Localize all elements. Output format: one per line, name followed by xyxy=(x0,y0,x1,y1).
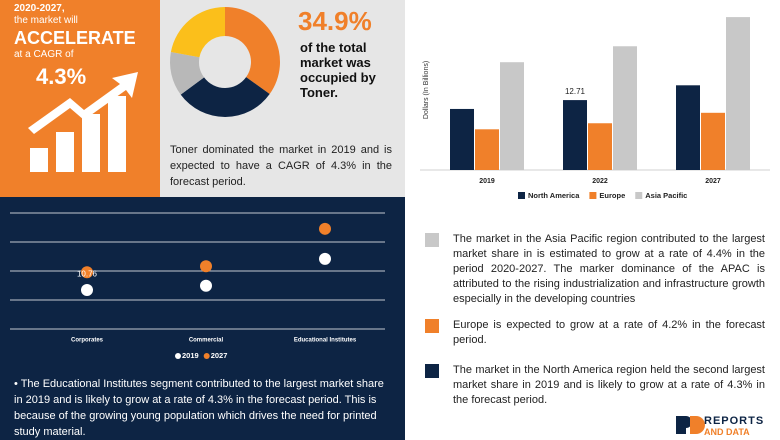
x-tick-label: 2019 xyxy=(479,178,495,185)
bar xyxy=(613,46,637,170)
cagr-panel xyxy=(0,0,160,197)
region-swatch xyxy=(425,233,439,247)
bar xyxy=(450,108,474,170)
toner-text: Toner dominated the market in 2019 and i… xyxy=(170,144,392,188)
toner-caption: of the total market was occupied by Tone… xyxy=(300,40,376,100)
legend-swatch xyxy=(589,192,597,199)
donut-slice xyxy=(225,7,280,95)
x-tick-label: 2027 xyxy=(705,178,721,185)
data-label: 10.76 xyxy=(77,269,98,278)
region-swatch xyxy=(425,364,439,378)
dot xyxy=(319,252,331,265)
cagr-line: the market will xyxy=(14,15,78,26)
donut-slice xyxy=(170,52,205,95)
legend-label: 2019 xyxy=(182,351,199,360)
dot xyxy=(200,279,212,292)
logo-brand: REPORTS xyxy=(704,415,765,427)
bar xyxy=(500,62,524,171)
growth-icon xyxy=(28,72,138,172)
donut-slice xyxy=(180,77,270,117)
cagr-headline: ACCELERATE xyxy=(14,28,136,48)
legend-swatch xyxy=(635,192,643,199)
region-note: The market in the North America region h… xyxy=(453,364,765,406)
bar xyxy=(676,85,700,170)
cagr-line: at a CAGR of xyxy=(14,49,74,60)
donut-slice xyxy=(170,7,225,58)
toner-share: 34.9% xyxy=(298,6,372,36)
x-tick-label: Commercial xyxy=(189,338,224,344)
dot xyxy=(319,222,331,235)
bar xyxy=(588,123,612,170)
cagr-rate: 4.3% xyxy=(36,64,87,89)
legend-label: Europe xyxy=(599,191,625,200)
region-note: Europe is expected to grow at a rate of … xyxy=(453,319,765,346)
x-tick-label: Educational Institutes xyxy=(294,338,357,344)
legend-label: Asia Pacific xyxy=(645,191,687,200)
bar xyxy=(701,112,725,170)
bar xyxy=(563,100,587,170)
cagr-line: 2020-2027, xyxy=(14,3,65,14)
bar xyxy=(475,129,499,170)
x-tick-label: Corporates xyxy=(71,338,104,344)
bar xyxy=(726,17,750,170)
logo-icon xyxy=(676,416,705,434)
y-axis-label: Dollars (In Billions) xyxy=(423,61,430,119)
legend-swatch xyxy=(203,353,210,359)
segment-note: • The Educational Institutes segment con… xyxy=(14,378,384,438)
logo-sub: AND DATA xyxy=(704,427,750,437)
legend-label: 2027 xyxy=(211,351,228,360)
legend-swatch xyxy=(175,353,181,359)
dot xyxy=(81,283,93,296)
x-tick-label: 2022 xyxy=(592,178,608,185)
region-note: The market in the Asia Pacific region co… xyxy=(453,233,765,305)
data-label: 12.71 xyxy=(565,87,586,96)
legend-swatch xyxy=(518,192,525,199)
dot xyxy=(81,266,93,279)
legend-label: North America xyxy=(528,191,580,200)
region-swatch xyxy=(425,319,439,333)
dot xyxy=(200,260,212,273)
segment-panel xyxy=(0,197,405,440)
